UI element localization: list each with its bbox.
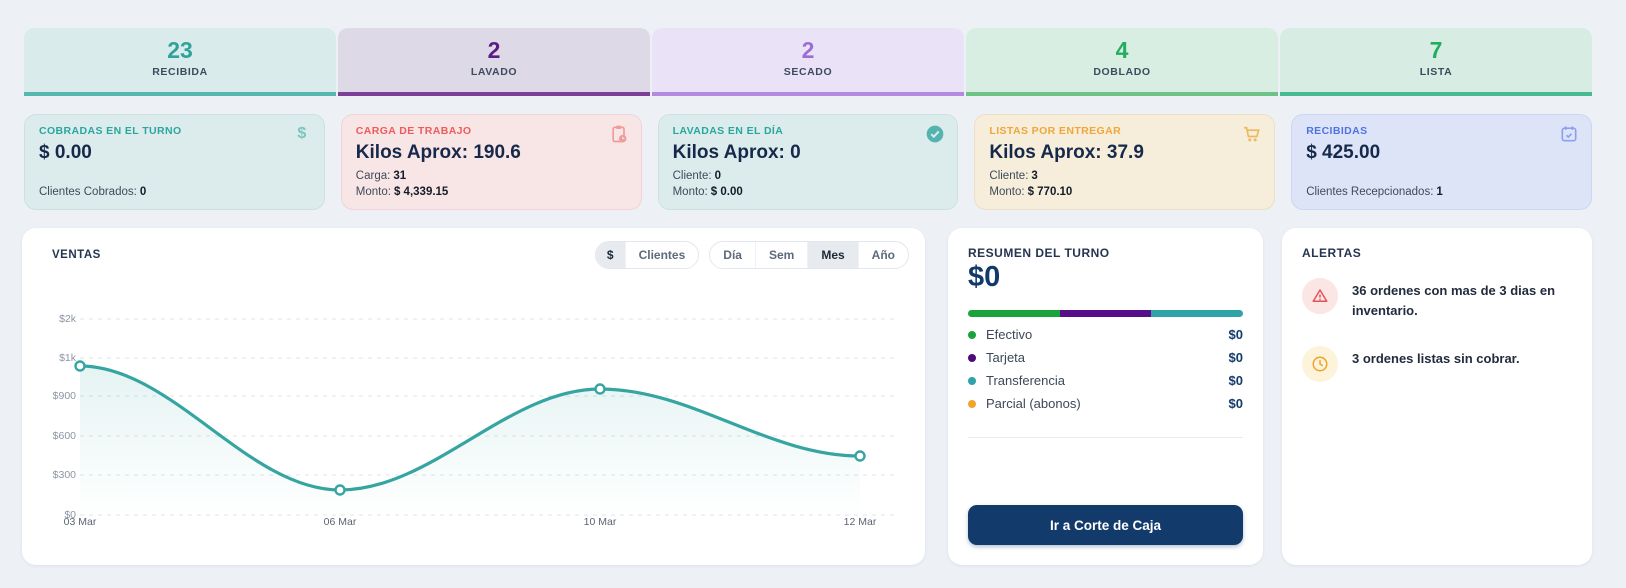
tab-secado[interactable]: 2 SECADO bbox=[652, 28, 964, 96]
tarjeta-dot-icon bbox=[968, 353, 976, 362]
x-tick: 06 Mar bbox=[323, 516, 357, 528]
tab-recibida-count: 23 bbox=[167, 37, 193, 63]
alerts-list: 36 ordenes con mas de 3 dias en inventar… bbox=[1302, 278, 1574, 382]
x-tick: 03 Mar bbox=[63, 516, 97, 528]
bar-segment-tarjeta bbox=[1059, 310, 1152, 317]
ventas-data-points bbox=[74, 360, 866, 496]
card-subline: Monto: $ 0.00 bbox=[672, 186, 743, 198]
card-title: LAVADAS EN EL DÍA bbox=[672, 125, 784, 137]
legend-row-efectivo: Efectivo $0 bbox=[968, 323, 1243, 346]
resumen-title: RESUMEN DEL TURNO bbox=[968, 246, 1110, 260]
calendar-check-icon bbox=[1559, 124, 1579, 144]
period-toggle-group: Día Sem Mes Año bbox=[709, 241, 909, 269]
card-subline: Clientes Recepcionados: 1 bbox=[1306, 186, 1443, 198]
card-value: Kilos Aprox: 37.9 bbox=[989, 142, 1144, 163]
tab-lista[interactable]: 7 LISTA bbox=[1280, 28, 1592, 96]
tab-lavado-label: LAVADO bbox=[470, 66, 518, 78]
y-tick: $900 bbox=[52, 390, 76, 402]
card-title: CARGA DE TRABAJO bbox=[355, 125, 472, 137]
clipboard-clock-icon bbox=[609, 124, 629, 144]
toggle-money[interactable]: $ bbox=[595, 242, 625, 268]
tab-recibida-label: RECIBIDA bbox=[152, 66, 208, 78]
transferencia-dot-icon bbox=[968, 376, 976, 385]
resumen-total: $0 bbox=[968, 261, 1001, 293]
tab-doblado-label: DOBLADO bbox=[1093, 66, 1151, 78]
check-circle-icon bbox=[925, 124, 945, 144]
legend-row-tarjeta: Tarjeta $0 bbox=[968, 346, 1243, 369]
y-tick: $0 bbox=[64, 509, 76, 521]
cart-icon bbox=[1242, 124, 1262, 144]
x-tick: 10 Mar bbox=[583, 516, 617, 528]
efectivo-dot-icon bbox=[968, 330, 976, 339]
card-recibidas: RECIBIDAS $ 425.00 Clientes Recepcionado… bbox=[1291, 114, 1592, 210]
card-subline: Cliente: 0 bbox=[672, 170, 721, 182]
tab-secado-count: 2 bbox=[801, 37, 815, 63]
y-tick: $300 bbox=[52, 469, 76, 481]
tab-doblado-count: 4 bbox=[1115, 37, 1129, 63]
card-value: Kilos Aprox: 190.6 bbox=[355, 142, 521, 163]
card-value: $ 425.00 bbox=[1306, 142, 1381, 163]
parcial-dot-icon bbox=[968, 399, 976, 408]
tab-recibida[interactable]: 23 RECIBIDA bbox=[24, 28, 336, 96]
y-tick: $600 bbox=[52, 430, 76, 442]
alerts-panel: ALERTAS 36 ordenes con mas de 3 dias en … bbox=[1282, 228, 1592, 565]
resumen-panel: RESUMEN DEL TURNO $0 Efectivo $0 Tarjeta… bbox=[948, 228, 1263, 565]
ventas-title: VENTAS bbox=[52, 249, 101, 261]
card-title: LISTAS POR ENTREGAR bbox=[989, 125, 1122, 137]
tab-doblado[interactable]: 4 DOBLADO bbox=[966, 28, 1278, 96]
ventas-line bbox=[78, 364, 862, 492]
resumen-divider bbox=[968, 437, 1243, 438]
card-title: RECIBIDAS bbox=[1306, 125, 1368, 137]
card-lavadas-en-el-dia: LAVADAS EN EL DÍA Kilos Aprox: 0 Cliente… bbox=[657, 114, 959, 210]
toggle-sem[interactable]: Sem bbox=[754, 242, 807, 268]
clock-icon bbox=[1302, 346, 1338, 382]
card-listas-por-entregar: LISTAS POR ENTREGAR Kilos Aprox: 37.9 Cl… bbox=[974, 114, 1276, 210]
card-subline: Carga: 31 bbox=[355, 170, 407, 182]
payment-distribution-bar bbox=[968, 310, 1243, 317]
alert-text: 3 ordenes listas sin cobrar. bbox=[1352, 351, 1520, 366]
stat-cards: COBRADAS EN EL TURNO $ $ 0.00 Clientes C… bbox=[24, 114, 1592, 210]
toggle-dia[interactable]: Día bbox=[723, 248, 742, 262]
tab-lista-count: 7 bbox=[1429, 37, 1443, 63]
card-subline: Monto: $ 770.10 bbox=[989, 186, 1073, 198]
toggle-ano[interactable]: Año bbox=[857, 242, 908, 268]
status-tabs: 23 RECIBIDA 2 LAVADO 2 SECADO 4 DOBLADO … bbox=[24, 28, 1592, 96]
bar-segment-efectivo bbox=[968, 310, 1060, 317]
card-carga-de-trabajo: CARGA DE TRABAJO Kilos Aprox: 190.6 Carg… bbox=[340, 114, 642, 210]
toggle-clientes[interactable]: Clientes bbox=[624, 242, 699, 268]
card-title: COBRADAS EN EL TURNO bbox=[39, 125, 182, 137]
corte-de-caja-button[interactable]: Ir a Corte de Caja bbox=[968, 505, 1243, 545]
card-subline: Monto: $ 4,339.15 bbox=[355, 186, 449, 198]
dollar-icon: $ bbox=[297, 125, 307, 142]
alert-text: 36 ordenes con mas de 3 dias en inventar… bbox=[1352, 283, 1556, 318]
payment-legend: Efectivo $0 Tarjeta $0 Transferencia $0 … bbox=[968, 323, 1243, 415]
warning-icon bbox=[1302, 278, 1338, 314]
card-subline: Clientes Cobrados: 0 bbox=[39, 186, 147, 198]
tab-lista-label: LISTA bbox=[1419, 66, 1453, 78]
unit-toggle-group: $ Clientes bbox=[594, 241, 700, 269]
tab-secado-label: SECADO bbox=[783, 66, 833, 78]
legend-row-transferencia: Transferencia $0 bbox=[968, 369, 1243, 392]
legend-row-parcial: Parcial (abonos) $0 bbox=[968, 392, 1243, 415]
ventas-line-chart bbox=[74, 318, 894, 516]
bar-segment-transferencia bbox=[1151, 310, 1243, 317]
ventas-panel: VENTAS $ Clientes Día Sem Mes Año bbox=[22, 228, 925, 565]
alerts-title: ALERTAS bbox=[1302, 246, 1362, 260]
alert-inventory: 36 ordenes con mas de 3 dias en inventar… bbox=[1302, 278, 1574, 320]
card-value: Kilos Aprox: 0 bbox=[672, 142, 801, 163]
card-value: $ 0.00 bbox=[39, 142, 92, 163]
card-cobradas-en-el-turno: COBRADAS EN EL TURNO $ $ 0.00 Clientes C… bbox=[24, 114, 325, 210]
y-tick: $2k bbox=[59, 313, 76, 325]
x-tick: 12 Mar bbox=[843, 516, 877, 528]
toggle-mes[interactable]: Mes bbox=[807, 242, 858, 268]
card-subline: Cliente: 3 bbox=[989, 170, 1038, 182]
alert-uncollected: 3 ordenes listas sin cobrar. bbox=[1302, 346, 1574, 382]
chart-toggles: $ Clientes Día Sem Mes Año bbox=[594, 241, 909, 269]
tab-lavado[interactable]: 2 LAVADO bbox=[338, 28, 650, 96]
y-tick: $1k bbox=[59, 352, 76, 364]
tab-lavado-count: 2 bbox=[487, 37, 501, 63]
